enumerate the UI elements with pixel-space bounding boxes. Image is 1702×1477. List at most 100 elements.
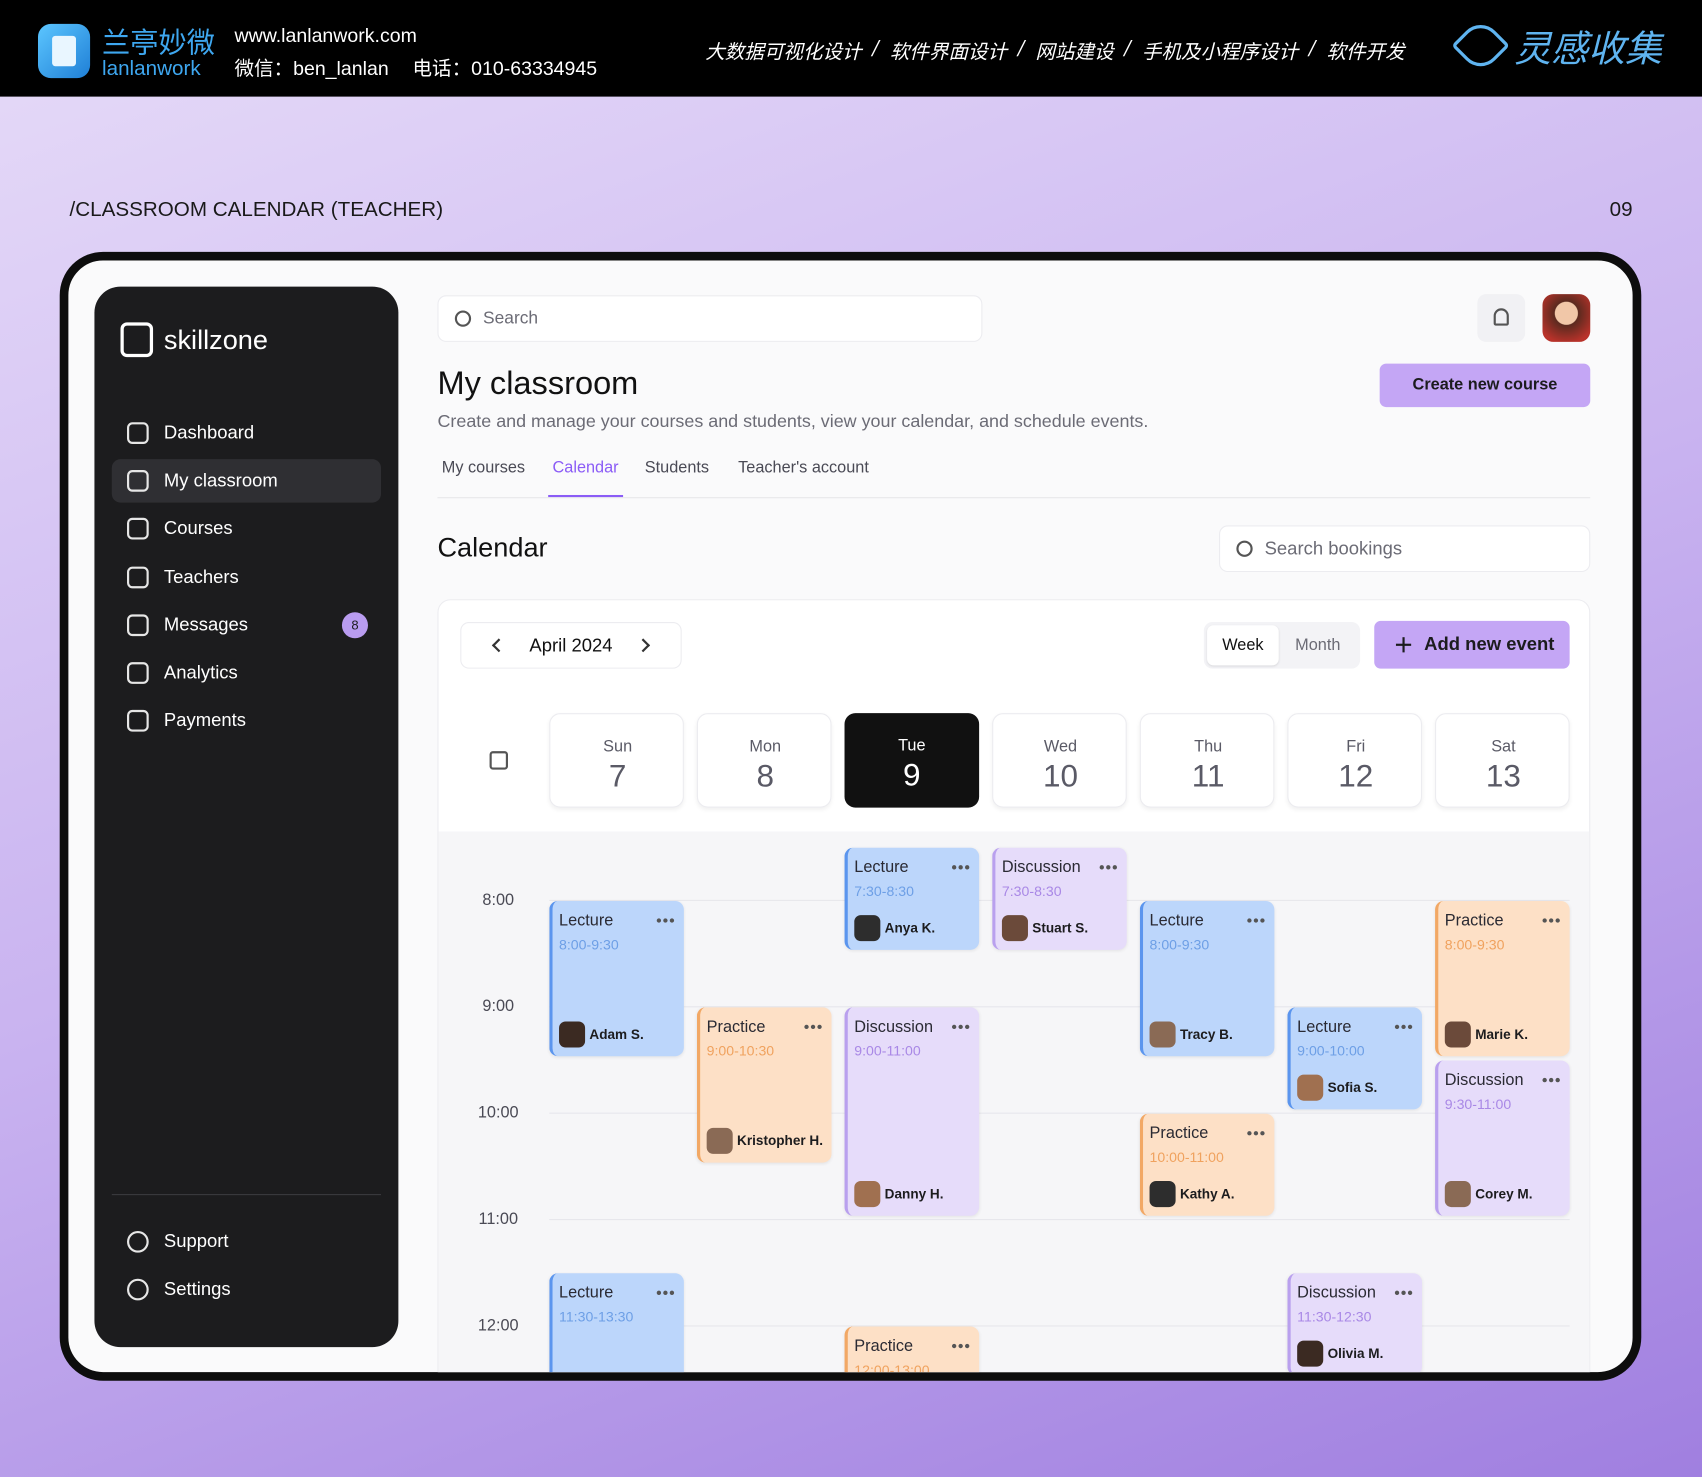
tab[interactable]: Calendar [552,458,619,478]
menu-dot [1542,918,1547,923]
person-name: Stuart S. [1032,920,1089,936]
icon [127,566,149,588]
tab-divider [437,497,1591,499]
calendar-icon [489,751,509,770]
tab[interactable]: Students [644,458,710,478]
day-header[interactable]: Sat 13 [1435,713,1570,808]
day-date: 12 [1338,759,1374,795]
menu-dot [1260,918,1265,923]
calendar-title: Calendar [437,532,548,563]
day-header[interactable]: Wed 10 [992,713,1127,808]
day-name: Thu [1194,737,1223,757]
icon [127,422,149,444]
person-avatar [1444,1021,1471,1048]
nav-item[interactable]: Messages [163,614,249,635]
event-title: Practice [1149,1124,1209,1143]
menu-dot [1555,918,1560,923]
hour-label: 11:00 [478,1209,519,1229]
menu-dot [965,1024,969,1029]
footer-nav-item[interactable]: Support [163,1230,229,1252]
icon [127,518,149,540]
event-title: Lecture [559,1283,614,1303]
menu-dot [663,918,668,923]
menu-dot [1407,1024,1412,1029]
day-header[interactable]: Tue 9 [844,713,980,808]
view-option[interactable]: Week [1207,625,1279,666]
event-card[interactable]: Practice 8:00-9:30 Marie K. [1435,900,1570,1057]
add-event-button[interactable]: Add new event [1374,620,1570,669]
menu-dot [1401,1290,1406,1295]
service: 大数据可视化设计 [705,41,862,65]
day-name: Fri [1346,737,1366,757]
icon [127,470,149,492]
event-card[interactable]: Practice 10:00-11:00 Kathy A. [1139,1113,1275,1216]
event-time: 11:30-12:30 [1297,1308,1372,1325]
view-option[interactable]: Month [1295,636,1341,655]
icon [127,614,149,636]
event-card[interactable]: Discussion 11:30-12:30 Olivia M. [1287,1273,1423,1373]
booking-search[interactable]: Search bookings [1219,525,1591,573]
footer-nav-item[interactable]: Settings [163,1278,231,1300]
menu-dot [1253,918,1258,923]
create-button[interactable]: Create new course [1379,363,1591,408]
menu-dot [1253,1131,1258,1135]
day-header[interactable]: Thu 11 [1139,713,1275,808]
nav-item[interactable]: My classroom [163,470,278,491]
event-card[interactable]: Lecture 8:00-9:30 Adam S. [549,900,684,1057]
menu-dot [656,1290,661,1295]
day-name: Tue [898,736,926,755]
nav-item[interactable]: Teachers [163,566,239,587]
nav-item[interactable]: Analytics [163,662,238,683]
day-date: 7 [608,759,627,795]
event-time: 9:00-10:30 [706,1042,775,1059]
nav-item[interactable]: Payments [163,710,246,731]
event-time: 8:00-9:30 [1444,936,1505,953]
page-title: My classroom [437,365,639,402]
day-header[interactable]: Sun 7 [549,713,684,808]
person-name: Danny H. [884,1186,944,1202]
search-box[interactable]: Search [437,295,983,342]
tab[interactable]: Teacher's account [738,458,869,478]
bell-icon [1493,308,1509,326]
event-card[interactable]: Lecture 7:30-8:30 Anya K. [844,847,980,950]
icon [127,1230,149,1253]
event-card[interactable]: Practice 9:00-10:30 Kristopher H. [696,1007,832,1163]
tab[interactable]: My courses [441,458,526,478]
brand-name-en: lanlanwork [102,57,201,81]
day-header[interactable]: Mon 8 [696,713,832,808]
person-name: Anya K. [884,920,936,936]
event-title: Lecture [559,911,614,930]
day-header[interactable]: Fri 12 [1287,713,1423,808]
event-card[interactable]: Discussion 9:00-11:00 Danny H. [844,1007,980,1216]
hour-label: 10:00 [477,1103,519,1122]
event-card[interactable]: Lecture 9:00-10:00 Sofia S. [1287,1007,1423,1110]
device-frame: skillzone Dashboard My classroom Courses Tea… [59,251,1642,1381]
hour-line [549,1325,1570,1327]
service: 网站建设 [1035,41,1114,65]
menu-dot [1260,1131,1265,1135]
hour-line [549,1219,1570,1221]
nav-item[interactable]: Courses [163,518,233,539]
day-date: 11 [1191,759,1225,795]
website: www.lanlanwork.com [234,24,417,47]
menu-dot [958,1343,963,1348]
event-title: Lecture [854,858,909,877]
hour-label: 8:00 [482,890,515,910]
nav-item[interactable]: Dashboard [163,422,255,443]
event-card[interactable]: Lecture 11:30-13:30 [549,1273,684,1373]
day-name: Sun [603,737,633,757]
day-name: Wed [1043,737,1078,757]
menu-dot [1112,865,1117,869]
add-event-label: Add new event [1424,633,1555,655]
person-avatar [1297,1340,1324,1367]
tagline: 灵感收集 [1514,27,1662,72]
event-card[interactable]: Lecture 8:00-9:30 Tracy B. [1139,900,1275,1057]
booking-search-placeholder: Search bookings [1264,538,1403,560]
event-card[interactable]: Discussion 7:30-8:30 Stuart S. [992,847,1127,950]
top-banner: 兰亭妙微 lanlanwork www.lanlanwork.com 微信：ben_l… [0,0,1702,97]
day-date: 8 [756,759,775,795]
user-avatar[interactable] [1542,294,1591,342]
event-title: Practice [1444,911,1504,930]
event-card[interactable]: Discussion 9:30-11:00 Corey M. [1435,1060,1570,1216]
event-card[interactable]: Practice 12:00-13:00 [844,1326,980,1373]
